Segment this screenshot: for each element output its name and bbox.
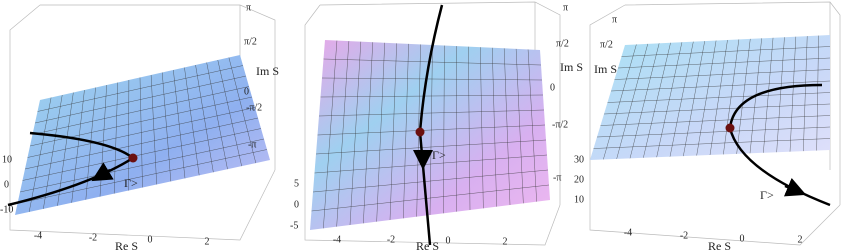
panel: Γ> -4 -2 0 2 Re S π π/2 Im S 0 -π/2 -π 1… bbox=[0, 2, 279, 252]
x-tick: -2 bbox=[89, 232, 97, 243]
mesh-line bbox=[323, 58, 542, 66]
x-tick: 2 bbox=[205, 236, 210, 247]
mesh-line bbox=[600, 115, 831, 126]
z-tick: π bbox=[612, 14, 617, 25]
x-axis-label: Re S bbox=[708, 239, 731, 252]
mesh-line bbox=[321, 77, 543, 81]
mesh-line bbox=[312, 169, 549, 193]
x-tick: 2 bbox=[503, 236, 508, 247]
surface bbox=[15, 55, 270, 215]
mesh-line bbox=[621, 46, 831, 57]
saddle-point bbox=[415, 127, 425, 137]
z-tick: -π bbox=[553, 172, 561, 183]
x-tick: 0 bbox=[740, 233, 745, 244]
z-axis-label: Im S bbox=[594, 62, 617, 76]
y-tick: -5 bbox=[290, 220, 298, 231]
mesh-line bbox=[27, 107, 256, 158]
z-tick: -π bbox=[248, 139, 256, 150]
surface-mesh bbox=[593, 35, 831, 160]
y-tick: 0 bbox=[4, 179, 9, 190]
surface bbox=[590, 35, 830, 160]
z-tick: -π/2 bbox=[246, 102, 262, 113]
z-tick: π bbox=[246, 2, 251, 13]
contour-label: Γ> bbox=[124, 176, 138, 190]
mesh-line bbox=[22, 128, 262, 181]
y-tick: 10 bbox=[2, 154, 12, 165]
z-tick: π/2 bbox=[600, 39, 613, 50]
mesh-line bbox=[617, 57, 831, 69]
mesh-line bbox=[614, 69, 831, 80]
z-tick: 0 bbox=[550, 82, 555, 93]
mesh-line bbox=[17, 149, 268, 204]
mesh-line bbox=[596, 126, 831, 138]
x-tick: 0 bbox=[148, 234, 153, 245]
mesh-line bbox=[610, 80, 831, 92]
contour-label: Γ> bbox=[760, 188, 774, 202]
panel: Γ> -4 -2 0 2 Re S π π/2 Im S 30 20 10 bbox=[574, 1, 841, 252]
x-tick: -2 bbox=[387, 234, 395, 245]
mesh-line bbox=[32, 86, 250, 135]
mesh-line bbox=[315, 139, 547, 155]
panel: Γ> -4 -2 0 2 Re S π π/2 Im S 0 -π/2 -π 5… bbox=[290, 1, 583, 252]
x-axis-label: Re S bbox=[115, 239, 138, 252]
mesh-line bbox=[320, 94, 544, 98]
arrow bbox=[91, 162, 114, 182]
contour-label: Γ> bbox=[432, 148, 446, 162]
mesh-line bbox=[593, 138, 831, 149]
y-tick: -10 bbox=[0, 204, 13, 215]
z-tick: π bbox=[563, 2, 568, 13]
z-tick: π/2 bbox=[556, 38, 569, 49]
mesh-line bbox=[318, 109, 545, 117]
mesh-line bbox=[34, 75, 247, 124]
mesh-line bbox=[311, 184, 550, 212]
surface bbox=[310, 40, 550, 230]
x-tick: 2 bbox=[798, 234, 803, 245]
z-axis-label: Im S bbox=[560, 60, 583, 74]
mesh-line bbox=[317, 124, 546, 136]
y-tick: 20 bbox=[574, 174, 584, 185]
z-tick: -π/2 bbox=[552, 119, 568, 130]
y-tick: 10 bbox=[574, 194, 584, 205]
y-tick: 5 bbox=[294, 178, 299, 189]
surface-mesh bbox=[311, 40, 550, 229]
mesh-line bbox=[19, 138, 265, 193]
z-axis-label: Im S bbox=[256, 64, 279, 78]
mesh-line bbox=[607, 92, 831, 103]
x-tick: -4 bbox=[333, 234, 341, 245]
z-tick: 0 bbox=[244, 86, 249, 97]
y-tick: 0 bbox=[294, 199, 299, 210]
saddle-point bbox=[128, 153, 138, 163]
arrow bbox=[783, 177, 807, 197]
x-axis-label: Re S bbox=[416, 239, 439, 252]
mesh-line bbox=[37, 65, 244, 112]
x-tick: 0 bbox=[446, 235, 451, 246]
x-tick: -4 bbox=[624, 227, 632, 238]
y-tick: 30 bbox=[574, 154, 584, 165]
x-tick: -4 bbox=[34, 230, 42, 241]
z-tick: π/2 bbox=[244, 36, 257, 47]
saddle-point bbox=[725, 123, 735, 133]
mesh-line bbox=[24, 117, 259, 170]
mesh-line bbox=[603, 103, 831, 115]
x-tick: -2 bbox=[680, 230, 688, 241]
